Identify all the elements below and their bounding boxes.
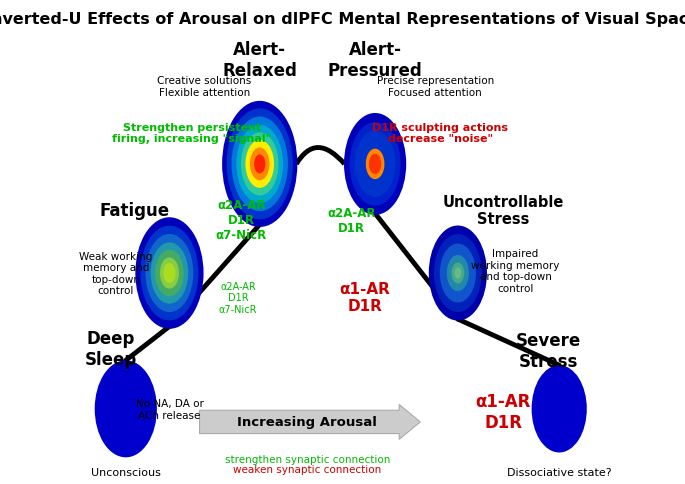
- Text: α1-AR
D1R: α1-AR D1R: [340, 282, 390, 314]
- Text: D1R sculpting actions
decrease "noise": D1R sculpting actions decrease "noise": [373, 122, 508, 144]
- Text: Alert-
Pressured: Alert- Pressured: [327, 41, 423, 80]
- Text: Inverted-U Effects of Arousal on dlPFC Mental Representations of Visual Space: Inverted-U Effects of Arousal on dlPFC M…: [0, 12, 685, 27]
- Ellipse shape: [369, 154, 382, 175]
- Ellipse shape: [227, 109, 293, 220]
- Text: Strengthen persistent
firing, increasing "signal": Strengthen persistent firing, increasing…: [112, 122, 272, 144]
- Ellipse shape: [454, 268, 462, 279]
- Ellipse shape: [429, 226, 487, 321]
- Ellipse shape: [95, 361, 157, 457]
- Ellipse shape: [241, 133, 279, 196]
- Text: No NA, DA or
ACh release: No NA, DA or ACh release: [136, 398, 203, 420]
- Ellipse shape: [440, 244, 476, 303]
- Ellipse shape: [434, 235, 482, 312]
- Ellipse shape: [254, 155, 265, 174]
- Text: strengthen synaptic connection: strengthen synaptic connection: [225, 454, 390, 464]
- Text: Dissociative state?: Dissociative state?: [507, 467, 612, 477]
- Text: Unconscious: Unconscious: [91, 467, 161, 477]
- Text: Severe
Stress: Severe Stress: [516, 332, 581, 370]
- Ellipse shape: [532, 365, 587, 453]
- Ellipse shape: [344, 114, 406, 215]
- Text: weaken synaptic connection: weaken synaptic connection: [234, 465, 382, 474]
- Text: Uncontrollable
Stress: Uncontrollable Stress: [443, 195, 564, 227]
- Ellipse shape: [155, 250, 184, 297]
- Text: Precise representation
Focused attention: Precise representation Focused attention: [377, 76, 494, 98]
- Ellipse shape: [140, 226, 199, 321]
- Ellipse shape: [355, 132, 395, 197]
- Text: Impaired
working memory
and top-down
control: Impaired working memory and top-down con…: [471, 249, 560, 293]
- Text: α2A-AR
D1R
α7-NicR: α2A-AR D1R α7-NicR: [216, 199, 266, 242]
- Text: Creative solutions
Flexible attention: Creative solutions Flexible attention: [158, 76, 251, 98]
- Text: Fatigue: Fatigue: [99, 201, 169, 220]
- Ellipse shape: [349, 123, 401, 206]
- Ellipse shape: [151, 243, 188, 304]
- Text: Weak working
memory and
top-down
control: Weak working memory and top-down control: [79, 251, 153, 296]
- Text: α1-AR
D1R: α1-AR D1R: [475, 392, 531, 431]
- Ellipse shape: [447, 256, 469, 291]
- Ellipse shape: [163, 263, 175, 284]
- Ellipse shape: [222, 102, 297, 227]
- PathPatch shape: [199, 405, 421, 439]
- Text: α2A-AR
D1R: α2A-AR D1R: [327, 206, 376, 234]
- Ellipse shape: [250, 148, 269, 181]
- Text: Alert-
Relaxed: Alert- Relaxed: [223, 41, 297, 80]
- Ellipse shape: [245, 141, 274, 188]
- Ellipse shape: [232, 118, 288, 212]
- Ellipse shape: [136, 218, 203, 329]
- Text: Deep
Sleep: Deep Sleep: [85, 329, 137, 368]
- Ellipse shape: [160, 258, 179, 289]
- Text: Increasing Arousal: Increasing Arousal: [238, 416, 377, 428]
- Ellipse shape: [366, 150, 384, 180]
- Ellipse shape: [145, 235, 193, 313]
- Ellipse shape: [451, 263, 464, 284]
- Ellipse shape: [236, 125, 283, 204]
- Text: α2A-AR
D1R
α7-NicR: α2A-AR D1R α7-NicR: [219, 281, 258, 314]
